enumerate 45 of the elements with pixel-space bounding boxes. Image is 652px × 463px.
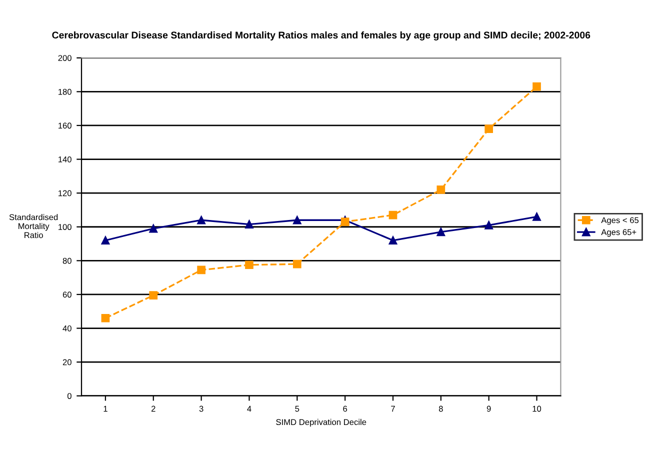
point	[532, 82, 541, 91]
y-tick-label: 200	[58, 55, 72, 61]
x-tick-label: 8	[438, 406, 443, 412]
x-tick-label: 4	[247, 406, 252, 412]
point	[484, 124, 494, 134]
point	[245, 220, 254, 228]
point	[532, 212, 541, 221]
point	[101, 236, 110, 245]
y-axis-title: Standardised Mortality Ratio	[9, 214, 58, 238]
chart-title: Cerebrovascular Disease Standardised Mortality Ratios males and females by age group and SIMD decile; 2002-2006	[52, 31, 590, 40]
y-tick-label: 20	[62, 359, 72, 366]
point	[101, 314, 110, 322]
y-tick-label: 180	[58, 88, 72, 95]
point	[436, 228, 446, 236]
y-tick-label: 40	[62, 325, 72, 332]
point	[197, 266, 206, 274]
y-tick-label: 140	[58, 156, 72, 162]
y-tick-label: 80	[62, 258, 72, 264]
x-tick-label: 2	[151, 406, 156, 412]
x-tick-label: 10	[532, 406, 542, 412]
x-tick-label: 5	[295, 406, 300, 412]
point	[436, 186, 446, 194]
point	[484, 221, 494, 230]
x-tick-label: 6	[343, 406, 348, 412]
point	[292, 216, 302, 224]
point	[149, 224, 158, 233]
y-tick-label: 120	[58, 190, 72, 196]
point	[197, 216, 206, 224]
point	[340, 218, 350, 226]
y-tick-label: 160	[58, 122, 72, 129]
point	[245, 260, 254, 270]
x-axis-title: SIMD Deprivation Decile	[276, 418, 366, 427]
x-tick-label: 7	[391, 406, 395, 412]
y-tick-label: 100	[58, 224, 72, 230]
point	[388, 236, 398, 245]
y-tick-label: 0	[67, 393, 72, 399]
point	[149, 291, 158, 300]
legend-label: Ages < 65	[601, 217, 639, 225]
x-tick-label: 3	[199, 406, 204, 412]
point	[292, 260, 302, 268]
y-tick-label: 60	[62, 292, 72, 298]
x-tick-label: 1	[104, 406, 108, 412]
legend-label: Ages 65+	[601, 229, 636, 237]
point	[388, 210, 398, 220]
x-tick-label: 9	[486, 406, 491, 412]
